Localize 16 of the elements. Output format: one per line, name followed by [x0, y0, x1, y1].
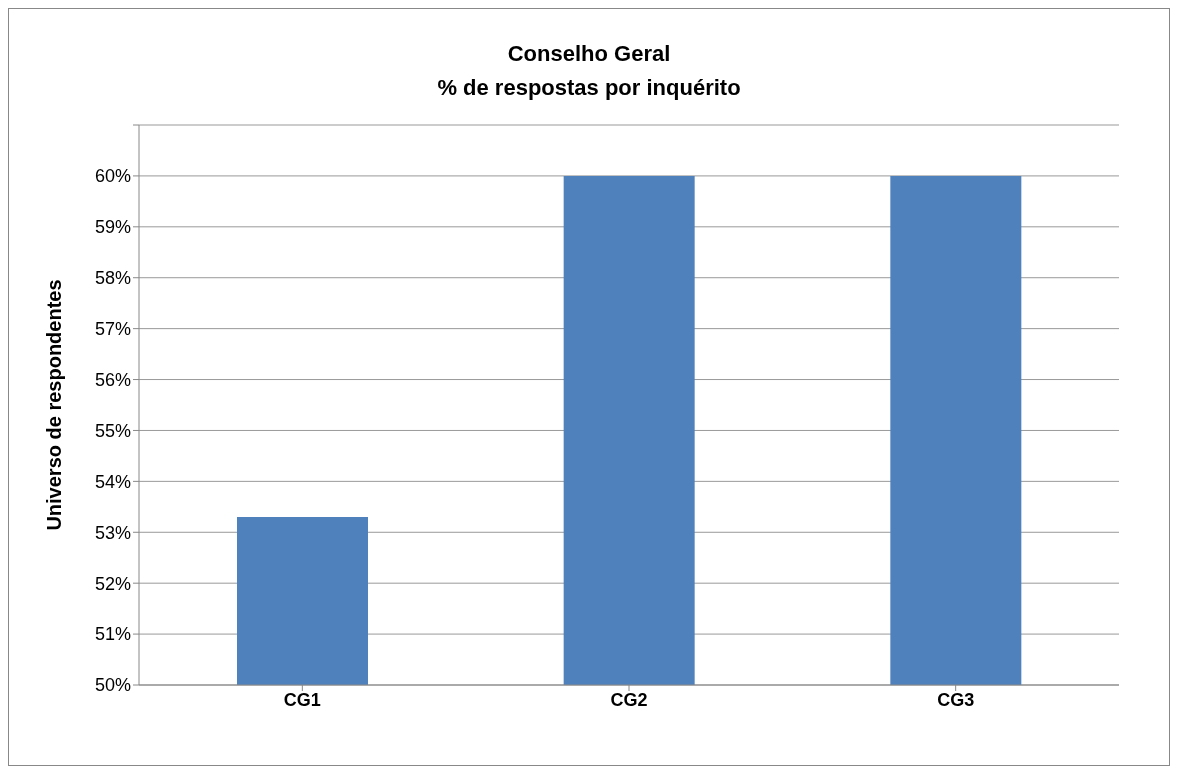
y-tick-label: 51% — [94, 624, 131, 645]
y-tick-label: 56% — [94, 369, 131, 390]
y-tick-label: 50% — [94, 675, 131, 696]
y-axis-title: Universo de respondentes — [43, 279, 66, 531]
y-tick-label: 58% — [94, 268, 131, 289]
x-tick-label: CG3 — [937, 689, 975, 710]
y-tick-label: 54% — [94, 471, 131, 492]
y-tick-label: 57% — [94, 319, 131, 340]
y-tick-label: 53% — [94, 522, 131, 543]
y-tick-label: 59% — [94, 217, 131, 238]
x-tick-label: CG2 — [610, 689, 648, 710]
y-tick-label: 55% — [94, 420, 131, 441]
y-tick-label: 52% — [94, 573, 131, 594]
chart-title: Conselho Geral % de respostas por inquérito — [436, 40, 742, 102]
y-tick-label: 60% — [94, 166, 131, 187]
x-tick-label: CG1 — [283, 689, 321, 710]
